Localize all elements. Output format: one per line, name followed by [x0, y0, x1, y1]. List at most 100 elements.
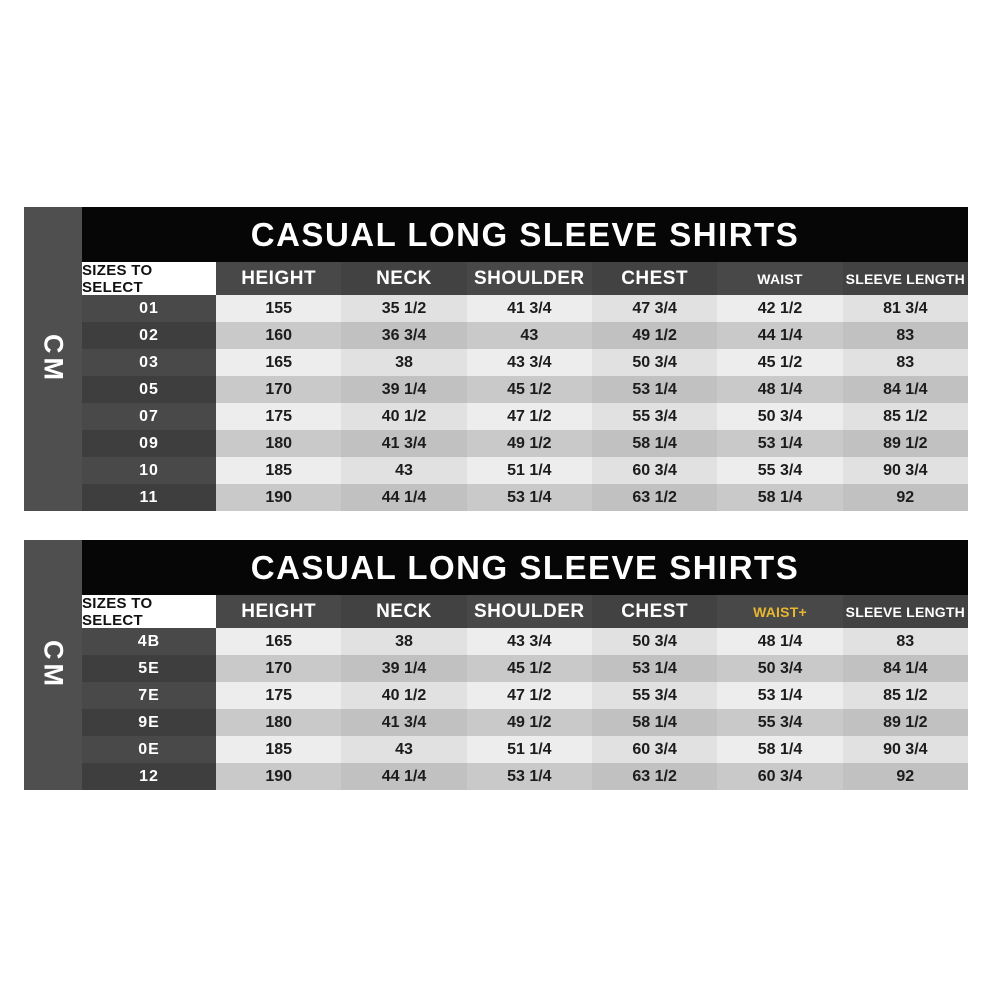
- size-cell: 09: [82, 430, 216, 457]
- measurement-cell: 85 1/2: [842, 682, 968, 709]
- size-cell: 05: [82, 376, 216, 403]
- size-cell: 0E: [82, 736, 216, 763]
- measurement-cell: 40 1/2: [341, 682, 467, 709]
- column-header: CHEST: [591, 262, 718, 295]
- column-headers: HEIGHT NECK SHOULDER CHEST WAIST SLEEVE LENGT…: [216, 262, 968, 295]
- measurement-cell: 51 1/4: [466, 457, 592, 484]
- unit-label: CM: [38, 334, 69, 384]
- measurement-cell: 40 1/2: [341, 403, 467, 430]
- size-chart-table-2: CM CASUAL LONG SLEEVE SHIRTS SIZES TO SE…: [24, 540, 968, 790]
- size-cell: 9E: [82, 709, 216, 736]
- measurement-cell: 81 3/4: [842, 295, 968, 322]
- measurement-cell: 155: [216, 295, 342, 322]
- column-header: HEIGHT: [216, 595, 342, 628]
- size-cell: 5E: [82, 655, 216, 682]
- measurement-cell: 38: [341, 628, 467, 655]
- measurement-cell: 160: [216, 322, 342, 349]
- measurement-cell: 39 1/4: [341, 376, 467, 403]
- column-header: SLEEVE LENGTH: [842, 262, 968, 295]
- measurement-cell: 190: [216, 763, 342, 790]
- measurement-cell: 58 1/4: [591, 430, 718, 457]
- table-title: CASUAL LONG SLEEVE SHIRTS: [82, 540, 968, 595]
- measurement-cell: 58 1/4: [717, 484, 843, 511]
- measurement-cell: 44 1/4: [341, 484, 467, 511]
- measurement-cell: 45 1/2: [717, 349, 843, 376]
- measurement-cell: 48 1/4: [717, 376, 843, 403]
- table-row: 5E 170 39 1/4 45 1/2 53 1/4 50 3/4 84 1/4: [82, 655, 968, 682]
- unit-label: CM: [38, 640, 69, 690]
- size-cell: 07: [82, 403, 216, 430]
- measurement-cell: 43 3/4: [466, 628, 592, 655]
- table-header-row: SIZES TO SELECT HEIGHT NECK SHOULDER CHEST W…: [82, 262, 968, 296]
- measurement-cell: 180: [216, 430, 342, 457]
- size-cell: 7E: [82, 682, 216, 709]
- size-cell: 12: [82, 763, 216, 790]
- measurement-cell: 92: [842, 484, 968, 511]
- table-main: CASUAL LONG SLEEVE SHIRTS SIZES TO SELEC…: [82, 207, 968, 511]
- measurement-cell: 63 1/2: [591, 484, 718, 511]
- measurement-cell: 47 1/2: [466, 682, 592, 709]
- measurement-cell: 44 1/4: [717, 322, 843, 349]
- measurement-cell: 43: [341, 736, 467, 763]
- measurement-cell: 49 1/2: [466, 430, 592, 457]
- measurement-cell: 55 3/4: [717, 709, 843, 736]
- measurement-cell: 90 3/4: [842, 736, 968, 763]
- measurement-cell: 44 1/4: [341, 763, 467, 790]
- table-row: 0E 185 43 51 1/4 60 3/4 58 1/4 90 3/4: [82, 736, 968, 763]
- table-row: 12 190 44 1/4 53 1/4 63 1/2 60 3/4 92: [82, 763, 968, 790]
- table-row: 01 155 35 1/2 41 3/4 47 3/4 42 1/2 81 3/4: [82, 295, 968, 322]
- measurement-cell: 41 3/4: [466, 295, 592, 322]
- measurement-cell: 175: [216, 682, 342, 709]
- measurement-cell: 51 1/4: [466, 736, 592, 763]
- size-cell: 03: [82, 349, 216, 376]
- measurement-cell: 53 1/4: [717, 430, 843, 457]
- table-body: 4B 165 38 43 3/4 50 3/4 48 1/4 83 5E 170 39 1/4 45…: [82, 628, 968, 790]
- measurement-cell: 43 3/4: [466, 349, 592, 376]
- measurement-cell: 55 3/4: [591, 682, 718, 709]
- unit-sidebar: CM: [24, 540, 82, 790]
- size-cell: 11: [82, 484, 216, 511]
- measurement-cell: 83: [842, 349, 968, 376]
- measurement-cell: 89 1/2: [842, 430, 968, 457]
- column-header: WAIST: [717, 262, 843, 295]
- table-title: CASUAL LONG SLEEVE SHIRTS: [82, 207, 968, 262]
- measurement-cell: 53 1/4: [591, 376, 718, 403]
- table-row: 09 180 41 3/4 49 1/2 58 1/4 53 1/4 89 1/2: [82, 430, 968, 457]
- table-header-row: SIZES TO SELECT HEIGHT NECK SHOULDER CHEST W…: [82, 595, 968, 629]
- table-row: 9E 180 41 3/4 49 1/2 58 1/4 55 3/4 89 1/2: [82, 709, 968, 736]
- measurement-cell: 48 1/4: [717, 628, 843, 655]
- measurement-cell: 170: [216, 655, 342, 682]
- measurement-cell: 92: [842, 763, 968, 790]
- measurement-cell: 53 1/4: [717, 682, 843, 709]
- measurement-cell: 58 1/4: [717, 736, 843, 763]
- measurement-cell: 39 1/4: [341, 655, 467, 682]
- measurement-cell: 42 1/2: [717, 295, 843, 322]
- measurement-cell: 84 1/4: [842, 376, 968, 403]
- table-row: 4B 165 38 43 3/4 50 3/4 48 1/4 83: [82, 628, 968, 655]
- measurement-cell: 53 1/4: [466, 763, 592, 790]
- size-cell: 4B: [82, 628, 216, 655]
- measurement-cell: 90 3/4: [842, 457, 968, 484]
- measurement-cell: 185: [216, 736, 342, 763]
- column-header: WAIST+: [717, 595, 843, 628]
- measurement-cell: 165: [216, 349, 342, 376]
- measurement-cell: 41 3/4: [341, 430, 467, 457]
- measurement-cell: 55 3/4: [717, 457, 843, 484]
- table-row: 11 190 44 1/4 53 1/4 63 1/2 58 1/4 92: [82, 484, 968, 511]
- measurement-cell: 36 3/4: [341, 322, 467, 349]
- table-row: 05 170 39 1/4 45 1/2 53 1/4 48 1/4 84 1/4: [82, 376, 968, 403]
- measurement-cell: 50 3/4: [717, 655, 843, 682]
- table-main: CASUAL LONG SLEEVE SHIRTS SIZES TO SELEC…: [82, 540, 968, 790]
- measurement-cell: 185: [216, 457, 342, 484]
- measurement-cell: 180: [216, 709, 342, 736]
- table-body: 01 155 35 1/2 41 3/4 47 3/4 42 1/2 81 3/4 02 160…: [82, 295, 968, 511]
- measurement-cell: 50 3/4: [717, 403, 843, 430]
- measurement-cell: 38: [341, 349, 467, 376]
- measurement-cell: 43: [341, 457, 467, 484]
- measurement-cell: 60 3/4: [591, 457, 718, 484]
- table-row: 07 175 40 1/2 47 1/2 55 3/4 50 3/4 85 1/2: [82, 403, 968, 430]
- column-header: SHOULDER: [466, 262, 592, 295]
- measurement-cell: 45 1/2: [466, 655, 592, 682]
- measurement-cell: 45 1/2: [466, 376, 592, 403]
